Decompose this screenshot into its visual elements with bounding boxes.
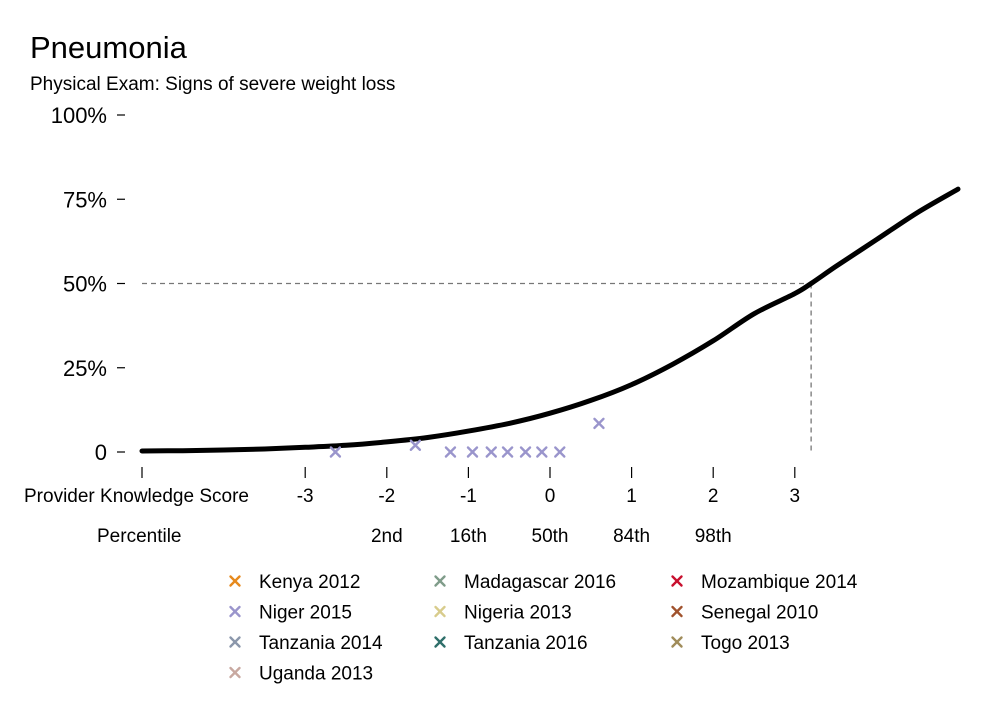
- percentile-label: 84th: [613, 526, 650, 547]
- x-axis-label: Provider Knowledge Score: [24, 486, 249, 507]
- legend-item: Nigeria 2013: [434, 603, 572, 624]
- legend-marker: [434, 575, 446, 587]
- legend-marker: [229, 666, 241, 679]
- x-tick-label: -3: [297, 486, 314, 507]
- data-point: [409, 439, 422, 451]
- y-tick-label: 0: [95, 440, 107, 465]
- legend-marker: [229, 575, 241, 587]
- y-tick-label: 25%: [63, 356, 107, 381]
- percentile-label: 50th: [532, 526, 569, 547]
- legend-marker: [229, 605, 241, 618]
- probability-curve: [139, 186, 961, 454]
- legend-label: Mozambique 2014: [701, 572, 858, 593]
- curve-layer: [139, 186, 961, 454]
- legend-item: Uganda 2013: [229, 664, 373, 685]
- x-tick-label: 0: [545, 486, 556, 507]
- chart-title: Pneumonia: [30, 30, 188, 65]
- legend-marker: [434, 605, 446, 618]
- data-point: [329, 446, 342, 458]
- legend-label: Tanzania 2014: [259, 633, 383, 654]
- percentile-label: 98th: [695, 526, 732, 547]
- data-point: [536, 446, 548, 458]
- percentile-label: 16th: [450, 526, 487, 547]
- y-tick-label: 50%: [63, 272, 107, 297]
- x-tick-label: -2: [378, 486, 395, 507]
- legend-label: Tanzania 2016: [464, 633, 588, 654]
- data-point: [593, 417, 605, 430]
- legend-label: Uganda 2013: [259, 664, 373, 685]
- data-point: [554, 446, 566, 458]
- x-tick-label: 1: [626, 486, 637, 507]
- legend-item: Kenya 2012: [229, 572, 360, 593]
- legend-marker: [671, 575, 683, 587]
- legend-item: Senegal 2010: [671, 603, 818, 624]
- x-axis: -3 -2 -1 0 1 2 3: [141, 467, 801, 507]
- reference-lines: [142, 282, 812, 452]
- data-point: [485, 446, 497, 458]
- legend-item: Togo 2013: [671, 633, 790, 654]
- legend-item: Tanzania 2014: [229, 633, 383, 654]
- legend: Kenya 2012 Madagascar 2016 Mozambique 2014…: [229, 572, 858, 685]
- legend-item: Tanzania 2016: [434, 633, 588, 654]
- data-point: [519, 446, 532, 458]
- legend-item: Madagascar 2016: [434, 572, 616, 593]
- percentile-row-label: Percentile: [97, 526, 182, 547]
- x-tick-label: -1: [460, 486, 477, 507]
- y-tick-label: 75%: [63, 187, 107, 212]
- legend-item: Mozambique 2014: [671, 572, 858, 593]
- data-point: [444, 446, 457, 458]
- percentile-label: 2nd: [371, 526, 403, 547]
- legend-marker: [671, 636, 683, 648]
- legend-item: Niger 2015: [229, 603, 352, 624]
- legend-label: Madagascar 2016: [464, 572, 616, 593]
- legend-marker: [434, 636, 446, 648]
- legend-label: Niger 2015: [259, 603, 352, 624]
- x-tick-label: 3: [790, 486, 801, 507]
- data-point: [501, 446, 514, 458]
- x-tick-label: 2: [708, 486, 719, 507]
- chart-subtitle: Physical Exam: Signs of severe weight lo…: [30, 74, 395, 95]
- legend-label: Nigeria 2013: [464, 603, 572, 624]
- points-layer: [329, 417, 605, 458]
- legend-label: Kenya 2012: [259, 572, 360, 593]
- y-tick-label: 100%: [51, 103, 107, 128]
- data-point: [466, 446, 479, 458]
- legend-marker: [229, 636, 241, 648]
- percentile-row: 2nd 16th 50th 84th 98th: [371, 526, 732, 547]
- legend-label: Togo 2013: [701, 633, 790, 654]
- legend-marker: [671, 605, 683, 618]
- legend-label: Senegal 2010: [701, 603, 818, 624]
- y-axis: 0 25% 50% 75% 100%: [51, 103, 125, 465]
